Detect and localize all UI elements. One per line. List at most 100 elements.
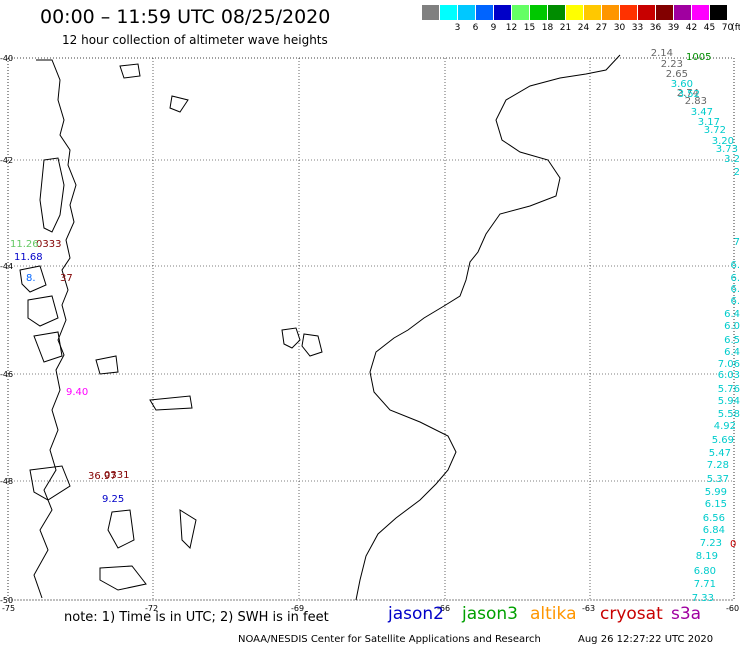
map-subtitle: 12 hour collection of altimeter wave hei… xyxy=(62,33,328,47)
footer-timestamp: Aug 26 12:27:22 UTC 2020 xyxy=(578,634,714,645)
scale-label: 33 xyxy=(631,23,644,33)
wave-height-label: 4.92 xyxy=(714,421,736,432)
valdes-peninsula xyxy=(281,327,323,357)
legend-item-cryosat: cryosat xyxy=(600,604,663,624)
map-title: 00:00 – 11:59 UTC 08/25/2020 xyxy=(40,6,331,28)
wave-height-label: 5.94 xyxy=(718,396,740,407)
scale-swatch xyxy=(620,5,637,20)
wave-height-label: 3.2 xyxy=(724,154,740,165)
wave-height-label: 6.84 xyxy=(703,525,725,536)
lake-4 xyxy=(149,395,193,411)
satellite-legend: jason2 jason3 altika cryosat s3a xyxy=(0,604,740,626)
scale-label: 12 xyxy=(505,23,518,33)
scale-label: 9 xyxy=(490,23,497,33)
wave-height-label: 7 xyxy=(734,237,740,248)
lat-tick-label: -42 xyxy=(0,156,13,165)
wave-height-label: 0333 xyxy=(36,239,61,250)
wave-height-label: 8. xyxy=(26,273,36,284)
lat-tick-label: -46 xyxy=(0,370,13,379)
scale-label: 39 xyxy=(667,23,680,33)
scale-swatch xyxy=(584,5,601,20)
wave-height-label: 5.37 xyxy=(707,474,729,485)
wave-height-label: 3.20 xyxy=(712,136,734,147)
wave-height-label: 6.4 xyxy=(724,309,740,320)
lon-tick-label: -72 xyxy=(145,604,158,613)
legend-item-s3a: s3a xyxy=(671,604,702,624)
scale-swatch xyxy=(566,5,583,20)
wave-height-label: 6.15 xyxy=(705,499,727,510)
scale-unit: (ft) xyxy=(731,23,740,33)
wave-height-label: 0331 xyxy=(104,470,129,481)
wave-height-label: 11.68 xyxy=(14,252,43,263)
lake-3 xyxy=(95,355,119,375)
coastline xyxy=(19,54,621,601)
wave-height-label: 9.25 xyxy=(102,494,124,505)
scale-swatch xyxy=(692,5,709,20)
wave-height-label: 7.06 xyxy=(718,359,740,370)
inner-islands-1 xyxy=(19,265,47,293)
wave-height-label: 6.0 xyxy=(724,321,740,332)
inner-islands-3 xyxy=(33,331,63,363)
wave-height-label: 2.74 xyxy=(677,88,699,99)
wave-height-label: 2.65 xyxy=(666,69,688,80)
wave-height-label: 3.47 xyxy=(691,107,713,118)
scale-swatch xyxy=(458,5,475,20)
wave-height-label: 9.40 xyxy=(66,387,88,398)
scale-label: 45 xyxy=(703,23,716,33)
wave-height-label: 6.5 xyxy=(724,335,740,346)
scale-swatch xyxy=(710,5,727,20)
lake-2 xyxy=(169,95,189,113)
wave-height-label: 5.58 xyxy=(718,409,740,420)
wave-height-labels: 2.142.232.65 2.742.83 3.603.52 3.473.173.72… xyxy=(10,48,740,604)
wave-height-label: 3.60 xyxy=(671,79,693,90)
legend-item-jason3: jason3 xyxy=(462,604,518,624)
lon-tick-label: -60 xyxy=(726,604,739,613)
inner-islands-4 xyxy=(29,465,71,501)
inner-islands-2 xyxy=(27,295,59,327)
wave-height-label: 6. xyxy=(730,273,740,284)
scale-label: 30 xyxy=(613,23,626,33)
wave-height-label: 6. xyxy=(730,260,740,271)
scale-label: 27 xyxy=(595,23,608,33)
scale-label: 36 xyxy=(649,23,662,33)
scale-swatch xyxy=(602,5,619,20)
wave-height-label: 0 xyxy=(730,539,736,550)
lake-5 xyxy=(107,509,135,549)
wave-height-label: 7.71 xyxy=(694,579,716,590)
lon-tick-label: -69 xyxy=(291,604,304,613)
lake-7 xyxy=(179,509,197,550)
scale-swatch xyxy=(530,5,547,20)
lon-tick-label: -66 xyxy=(437,604,450,613)
wave-height-label: 6.4 xyxy=(724,347,740,358)
grid-lines xyxy=(7,57,735,601)
wave-height-label: 7.33 xyxy=(692,593,714,604)
scale-label: 18 xyxy=(541,23,554,33)
scale-label: 24 xyxy=(577,23,590,33)
wave-height-label: 5.76 xyxy=(718,384,740,395)
chiloe-island xyxy=(39,157,65,233)
wave-height-label: 5.69 xyxy=(712,435,734,446)
wave-height-label: 6.56 xyxy=(703,513,725,524)
scale-swatch xyxy=(440,5,457,20)
wave-height-label: 2.23 xyxy=(661,59,683,70)
axis-ticks: -75 -72 -69 -66 -63 -60 -40 -42 -44 -46 -48 -50 xyxy=(0,54,739,613)
scale-swatch xyxy=(476,5,493,20)
wave-height-label: 7.28 xyxy=(707,460,729,471)
scale-label: 6 xyxy=(472,23,479,33)
wave-height-label: 5.99 xyxy=(705,487,727,498)
lat-tick-label: -50 xyxy=(0,596,13,605)
scale-label: 21 xyxy=(559,23,572,33)
wave-height-label: 2.14 xyxy=(651,48,673,59)
wave-height-label: 6.03 xyxy=(718,370,740,381)
wave-height-label: 3.73 xyxy=(716,144,738,155)
wave-height-label: 3.17 xyxy=(698,117,720,128)
wave-height-label: 3.72 xyxy=(704,125,726,136)
lon-tick-label: -63 xyxy=(582,604,595,613)
lat-tick-label: -44 xyxy=(0,262,13,271)
wave-height-label: 7.23 xyxy=(700,538,722,549)
wave-height-label: 6. xyxy=(730,296,740,307)
scale-swatch xyxy=(656,5,673,20)
legend-item-jason2: jason2 xyxy=(388,604,444,624)
wave-height-label: 3.52 xyxy=(678,89,700,100)
